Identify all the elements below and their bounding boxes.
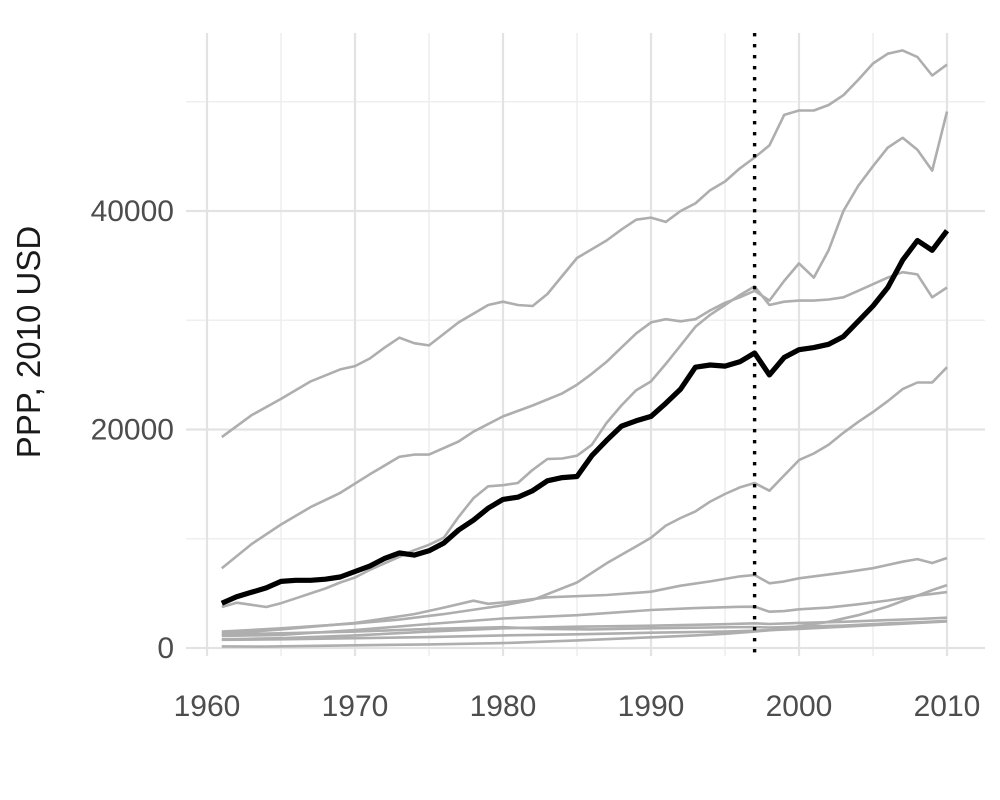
y-axis-title: PPP, 2010 USD <box>10 226 47 458</box>
series-line-highlight-black <box>220 229 950 606</box>
highlight-series-line <box>220 229 950 606</box>
gray-series-lines <box>220 49 949 648</box>
x-tick-label: 1990 <box>618 690 685 723</box>
gridlines-minor <box>186 33 985 656</box>
x-tick-label: 1970 <box>322 690 389 723</box>
series-line-gray-3 <box>221 270 948 609</box>
series-line-gray-8 <box>221 616 948 641</box>
series-line-gray-10 <box>221 620 948 642</box>
axis-tick-labels: 1960 1970 1980 1990 2000 2010 0 20000 40000 <box>91 195 981 723</box>
x-tick-label: 2000 <box>766 690 833 723</box>
series-line-gray-5 <box>221 556 948 636</box>
y-tick-label: 0 <box>157 632 174 665</box>
gridlines-major <box>186 33 985 656</box>
x-tick-label: 1960 <box>174 690 241 723</box>
x-tick-label: 2010 <box>914 690 981 723</box>
y-tick-label: 20000 <box>91 414 174 447</box>
series-line-gray-2 <box>220 111 949 570</box>
series-line-gray-4 <box>221 366 948 633</box>
x-tick-label: 1980 <box>470 690 537 723</box>
series-line-gray-top <box>221 49 948 439</box>
y-tick-label: 40000 <box>91 195 174 228</box>
